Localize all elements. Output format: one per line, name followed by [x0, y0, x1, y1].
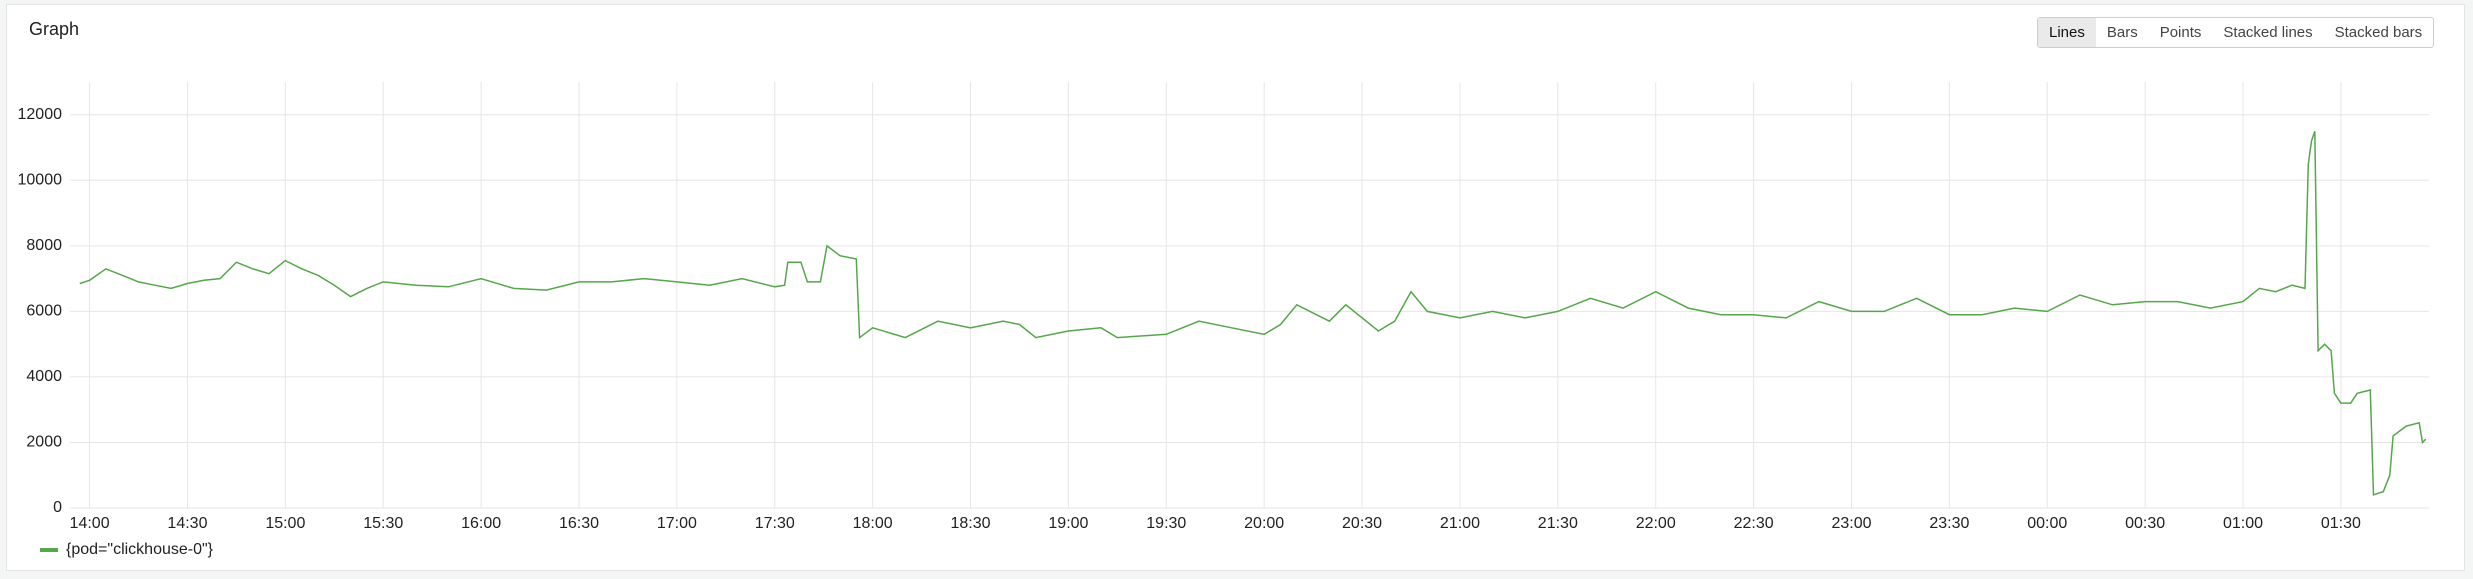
x-tick-label: 22:00 [1636, 515, 1676, 532]
x-tick-label: 14:30 [167, 515, 207, 532]
x-tick-label: 17:00 [657, 515, 697, 532]
x-tick-label: 18:00 [853, 515, 893, 532]
view-options: Lines Bars Points Stacked lines Stacked bars [2037, 17, 2435, 48]
x-tick-label: 21:30 [1538, 515, 1578, 532]
x-tick-label: 00:30 [2125, 515, 2165, 532]
legend-label: {pod="clickhouse-0"} [66, 541, 214, 558]
view-option-button[interactable]: Stacked lines [2223, 24, 2313, 41]
y-tick-label: 2000 [26, 434, 62, 451]
x-tick-label: 15:00 [265, 515, 305, 532]
y-tick-label: 12000 [18, 106, 63, 123]
x-tick-label: 17:30 [755, 515, 795, 532]
y-tick-label: 0 [53, 499, 62, 516]
x-tick-label: 14:00 [70, 515, 110, 532]
series-line [79, 130, 2427, 496]
x-tick-label: 20:00 [1244, 515, 1284, 532]
y-tick-label: 10000 [18, 172, 63, 189]
x-tick-label: 22:30 [1734, 515, 1774, 532]
x-tick-label: 01:00 [2223, 515, 2263, 532]
x-tick-label: 19:30 [1146, 515, 1186, 532]
x-tick-label: 00:00 [2027, 515, 2067, 532]
x-tick-label: 23:00 [1831, 515, 1871, 532]
y-tick-label: 8000 [26, 237, 62, 254]
x-tick-label: 20:30 [1342, 515, 1382, 532]
view-option-button[interactable]: Stacked bars [2334, 24, 2423, 41]
x-tick-label: 01:30 [2321, 515, 2361, 532]
legend-swatch [40, 548, 58, 552]
x-tick-label: 16:30 [559, 515, 599, 532]
x-tick-label: 21:00 [1440, 515, 1480, 532]
x-tick-label: 16:00 [461, 515, 501, 532]
y-tick-label: 6000 [26, 303, 62, 320]
panel: Graph Lines Bars Points Stacked lines Stacke… [6, 4, 2465, 571]
x-tick-label: 18:30 [951, 515, 991, 532]
y-tick-label: 4000 [26, 368, 62, 385]
panel-title: Graph [29, 19, 80, 39]
view-option-button[interactable]: Points [2159, 24, 2202, 41]
view-option-button[interactable]: Bars [2106, 24, 2138, 41]
x-tick-label: 23:30 [1929, 515, 1969, 532]
x-tick-label: 19:00 [1048, 515, 1088, 532]
view-option-button[interactable]: Lines [2038, 18, 2096, 47]
x-tick-label: 15:30 [363, 515, 403, 532]
